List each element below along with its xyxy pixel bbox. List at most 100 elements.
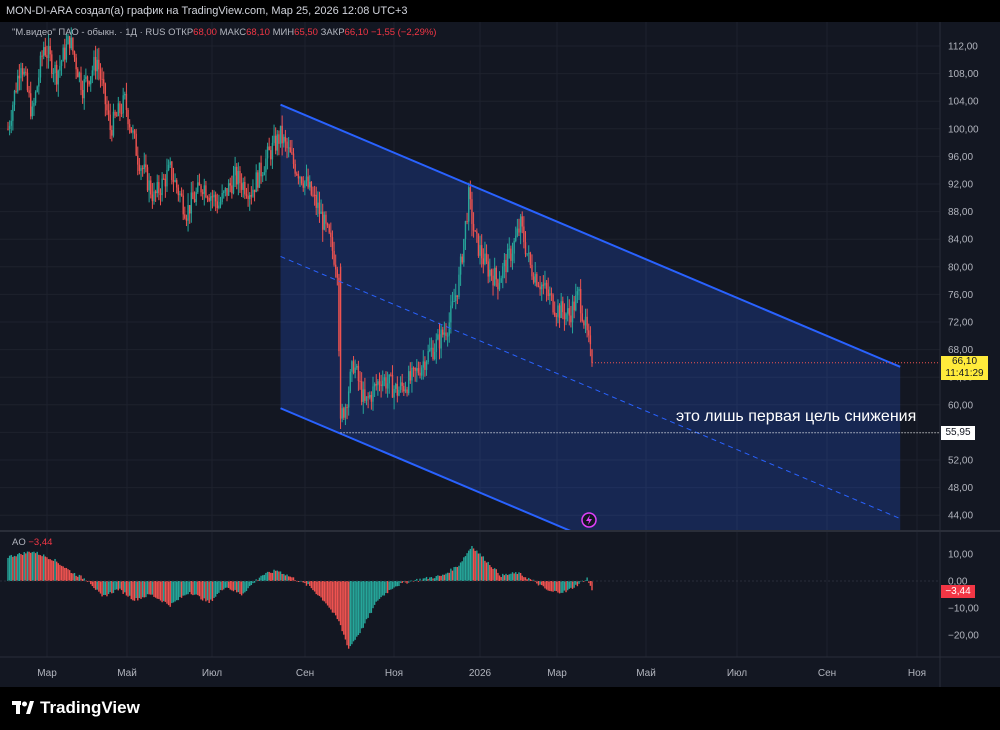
ao-tick-label: −10,00 [948, 604, 979, 615]
candle-body [93, 56, 95, 71]
candle-body [302, 183, 304, 188]
candle [325, 211, 327, 232]
candle-body [445, 332, 447, 336]
candle [258, 162, 261, 189]
candle [268, 137, 270, 151]
candle [75, 53, 77, 80]
ao-bar [72, 573, 74, 581]
ao-bar [158, 581, 160, 600]
ao-bar [442, 574, 444, 581]
ao-bar [179, 581, 181, 598]
candle [132, 124, 134, 140]
candle [205, 180, 207, 199]
ao-bar [268, 571, 270, 581]
candle [322, 203, 324, 242]
candle-body [425, 362, 428, 370]
candle [41, 50, 43, 67]
price-chart[interactable]: 112,00 108,00 104,00 100,00 96,00 92,00 88,00 8… [0, 0, 1000, 687]
candle-body [70, 37, 72, 49]
candle-body [59, 65, 61, 71]
ao-bar [247, 581, 249, 589]
candle [249, 192, 251, 211]
candle [380, 374, 382, 398]
ao-bar [506, 574, 509, 581]
ao-bar [497, 572, 499, 581]
candle [284, 129, 287, 152]
candle [211, 189, 214, 209]
price-tick-label: 84,00 [948, 235, 973, 246]
ao-bar [140, 581, 142, 599]
candle [459, 253, 462, 286]
candle [542, 275, 545, 295]
candle-body [338, 277, 340, 352]
lightning-icon [581, 512, 597, 528]
lightning-icon-bolt [586, 515, 592, 525]
ao-bar [429, 577, 431, 581]
ao-bar [396, 581, 399, 587]
ao-bar [49, 559, 51, 581]
candle [433, 343, 436, 361]
tradingview-logo[interactable]: TradingView [12, 698, 140, 718]
price-tick-label: 72,00 [948, 318, 973, 329]
candle-body [357, 365, 360, 381]
candle-body [299, 177, 301, 179]
candle-body [484, 253, 486, 265]
ao-bar [135, 581, 137, 599]
candle-body [57, 70, 59, 85]
candle [39, 51, 42, 83]
ao-bar [472, 548, 475, 581]
candle [223, 190, 225, 199]
candle-body [120, 112, 123, 114]
candle [367, 392, 369, 409]
candle-body [169, 161, 171, 165]
candle-body [287, 147, 290, 149]
candle-body [227, 183, 230, 196]
ao-label[interactable]: AO [12, 537, 26, 548]
candle-body [359, 380, 361, 382]
candle-body [49, 46, 51, 55]
ao-bar [65, 567, 68, 581]
candle [315, 186, 317, 216]
candle-body [489, 269, 491, 277]
candle [140, 165, 142, 181]
candle-body [109, 114, 111, 131]
ao-bar [26, 551, 29, 581]
ao-bar [39, 555, 42, 581]
ao-bar [315, 581, 317, 595]
candle [94, 45, 97, 80]
price-tick-label: 76,00 [948, 290, 973, 301]
candle-body [463, 238, 465, 263]
candle-body [323, 214, 326, 230]
ao-bar [197, 581, 199, 596]
candle [103, 71, 105, 94]
candle [133, 129, 136, 139]
candle [406, 386, 408, 397]
candle-body [137, 155, 139, 165]
ao-bar [223, 581, 225, 590]
candle [393, 385, 395, 410]
candle [42, 41, 45, 60]
ao-bar [188, 581, 191, 592]
ao-bar [484, 560, 486, 581]
ao-bar [284, 575, 287, 581]
ao-bar [240, 581, 243, 596]
candle [396, 376, 399, 403]
candle-body [442, 329, 444, 335]
candle-body [12, 104, 14, 121]
candle-body [242, 182, 244, 190]
candle [503, 253, 506, 279]
chart-annotation[interactable]: это лишь первая цель снижения [676, 408, 917, 425]
candle [127, 107, 129, 131]
candle-body [343, 408, 345, 418]
candle [21, 62, 24, 82]
ao-bar [406, 581, 408, 584]
candle [519, 213, 522, 245]
candle-body [201, 192, 204, 194]
ao-bar [446, 572, 449, 581]
candle-body [589, 335, 592, 345]
candle-body [188, 205, 191, 214]
ao-bar [453, 567, 455, 581]
candle [44, 37, 47, 57]
candle [54, 61, 56, 85]
symbol-name[interactable]: "М.видео" ПАО - обыкн. · 1Д · RUS [12, 27, 166, 38]
